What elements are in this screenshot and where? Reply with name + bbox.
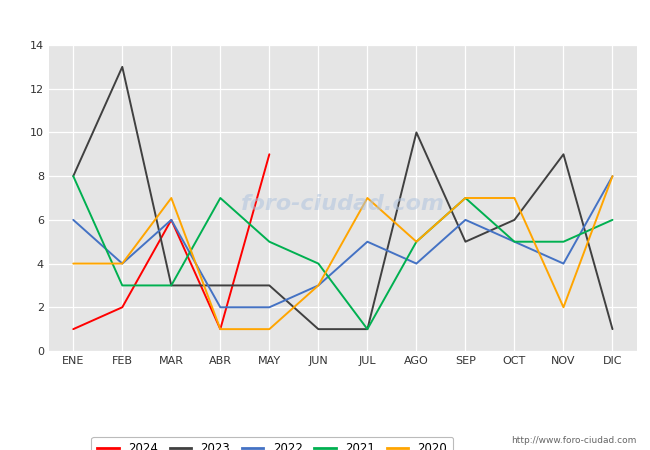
- Legend: 2024, 2023, 2022, 2021, 2020: 2024, 2023, 2022, 2021, 2020: [92, 436, 453, 450]
- Text: http://www.foro-ciudad.com: http://www.foro-ciudad.com: [512, 436, 637, 445]
- Text: Matriculaciones de Vehiculos en Parres: Matriculaciones de Vehiculos en Parres: [169, 12, 481, 27]
- Text: foro-ciudad.com: foro-ciudad.com: [241, 194, 445, 214]
